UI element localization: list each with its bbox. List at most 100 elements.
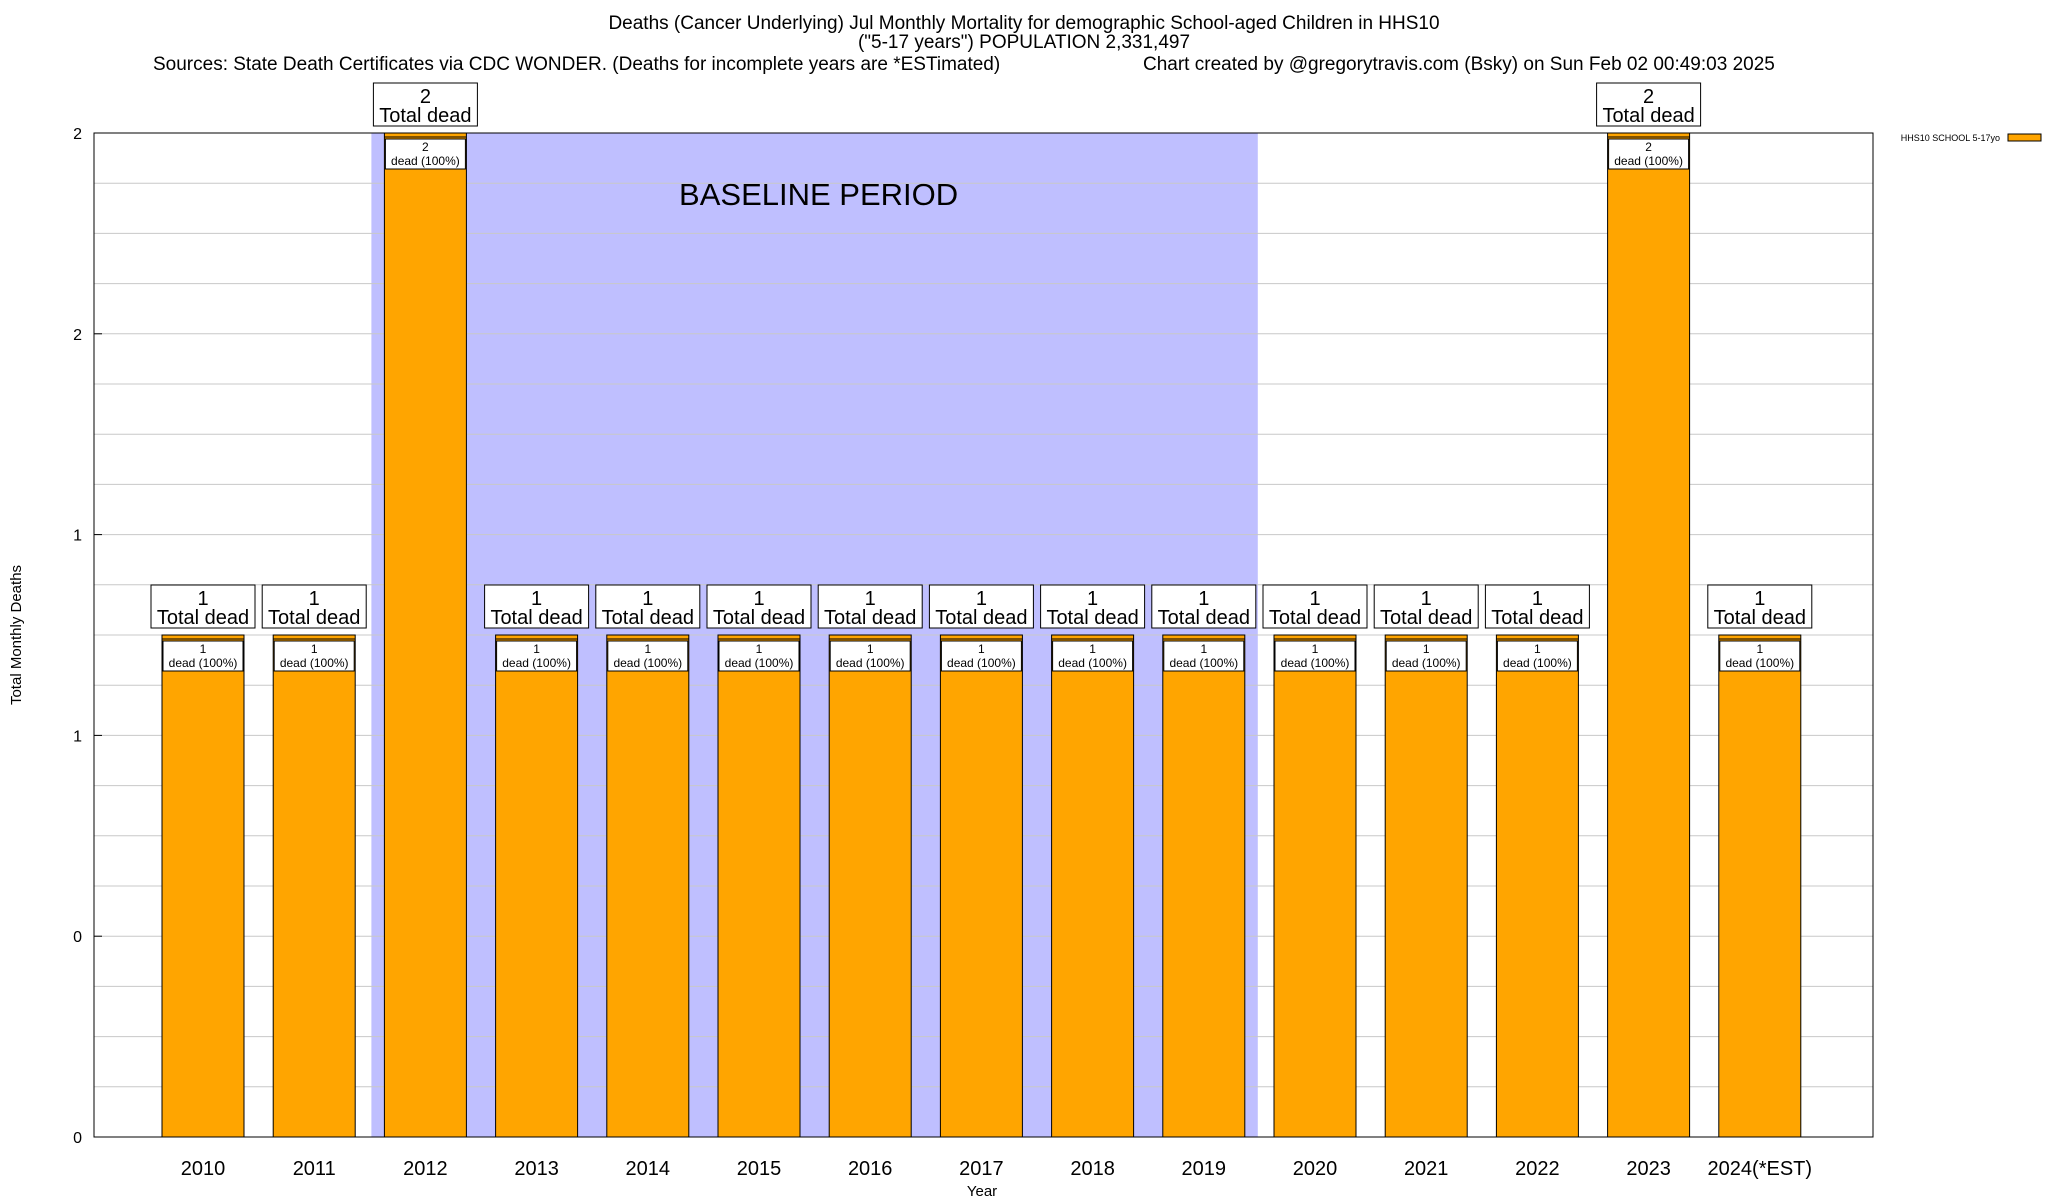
inner-label-text: dead (100%) [947,656,1016,670]
y-tick-label: 2 [73,327,82,344]
inner-label-count: 1 [867,642,874,656]
inner-label-text: dead (100%) [1058,656,1127,670]
inner-label-box [162,640,244,672]
total-label-box [1151,584,1257,629]
x-tick-label: 2024(*EST) [1708,1158,1813,1180]
inner-label-text: dead (100%) [280,656,349,670]
total-label-count: 1 [1532,588,1543,610]
inner-label-count: 1 [1200,642,1207,656]
x-tick-label: 2022 [1515,1158,1560,1180]
total-label-count: 1 [753,588,764,610]
inner-label-count: 1 [1534,642,1541,656]
inner-label-text: dead (100%) [1725,656,1794,670]
total-label-text: Total dead [490,607,582,629]
inner-label-count: 2 [422,140,429,154]
total-label-count: 1 [531,588,542,610]
inner-label-text: dead (100%) [725,656,794,670]
total-label-count: 1 [1754,588,1765,610]
inner-label-count: 1 [1312,642,1319,656]
sources-note: Sources: State Death Certificates via CD… [153,54,1001,75]
total-label-count: 1 [1421,588,1432,610]
x-tick-label: 2023 [1626,1158,1671,1180]
x-tick-label: 2015 [737,1158,782,1180]
total-label-text: Total dead [1714,607,1806,629]
total-label-count: 2 [420,86,431,108]
x-tick-label: 2016 [848,1158,893,1180]
bar-2019 [1162,634,1246,1138]
inner-label-text: dead (100%) [1614,154,1683,168]
inner-label-count: 1 [756,642,763,656]
credit-note: Chart created by @gregorytravis.com (Bsk… [1143,54,1775,75]
bar-2020 [1273,634,1357,1138]
x-tick-label: 2014 [626,1158,671,1180]
total-label-box [1596,82,1702,127]
total-label-text: Total dead [1602,105,1694,127]
bar-2010 [161,634,245,1138]
total-label-count: 2 [1643,86,1654,108]
inner-label-text: dead (100%) [836,656,905,670]
x-tick-label: 2011 [293,1158,336,1180]
y-tick-label: 2 [73,126,82,143]
bar-2013 [495,634,579,1138]
total-label-box [150,584,256,629]
inner-label-text: dead (100%) [1503,656,1572,670]
inner-label-text: dead (100%) [169,656,238,670]
inner-label-count: 1 [644,642,651,656]
x-tick-label: 2019 [1182,1158,1227,1180]
inner-label-text: dead (100%) [1392,656,1461,670]
total-label-text: Total dead [1491,607,1583,629]
inner-label-text: dead (100%) [1281,656,1350,670]
inner-label-count: 1 [1089,642,1096,656]
plot-border [93,132,1874,1138]
inner-label-count: 1 [1423,642,1430,656]
inner-label-text: dead (100%) [613,656,682,670]
inner-label-box [607,640,689,672]
y-tick-label: 0 [73,929,82,946]
total-label-count: 1 [309,588,320,610]
inner-label-count: 1 [200,642,207,656]
x-tick-label: 2012 [403,1158,448,1180]
x-tick-label: 2017 [959,1158,1004,1180]
total-label-text: Total dead [713,607,805,629]
total-label-box [817,584,923,629]
total-label-count: 1 [976,588,987,610]
bar-2021 [1384,634,1468,1138]
chart-title: Deaths (Cancer Underlying) Jul Monthly M… [608,13,1440,34]
inner-label-count: 2 [1645,140,1652,154]
inner-label-box [829,640,911,672]
total-label-count: 1 [865,588,876,610]
total-label-text: Total dead [1380,607,1472,629]
total-label-text: Total dead [1046,607,1138,629]
total-label-text: Total dead [268,607,360,629]
total-label-box [484,584,590,629]
inner-label-count: 1 [311,642,318,656]
x-tick-label: 2021 [1404,1158,1449,1180]
total-label-count: 1 [1309,588,1320,610]
bar-2016 [828,634,912,1138]
y-tick-label: 0 [73,1130,82,1147]
x-tick-label: 2020 [1293,1158,1338,1180]
chart-subtitle: ("5-17 years") POPULATION 2,331,497 [857,32,1191,53]
inner-label-box [1385,640,1467,672]
bar-2011 [272,634,356,1138]
inner-label-box [384,138,466,170]
total-label-count: 1 [1087,588,1098,610]
inner-label-count: 1 [978,642,985,656]
inner-label-box [1608,138,1690,170]
x-tick-label: 2013 [514,1158,559,1180]
total-label-text: Total dead [379,105,471,127]
legend-swatch [2007,133,2042,142]
y-axis-label: Total Monthly Deaths [8,565,25,705]
total-label-count: 1 [642,588,653,610]
x-tick-label: 2010 [181,1158,226,1180]
inner-label-box [1052,640,1134,672]
inner-label-text: dead (100%) [391,154,460,168]
total-label-box [1262,584,1368,629]
total-label-box [1707,584,1813,629]
bar-2015 [717,634,801,1138]
legend-label: HHS10 SCHOOL 5-17yo [1901,133,2000,143]
bar-2012 [383,132,467,1138]
inner-label-count: 1 [1756,642,1763,656]
inner-label-box [718,640,800,672]
